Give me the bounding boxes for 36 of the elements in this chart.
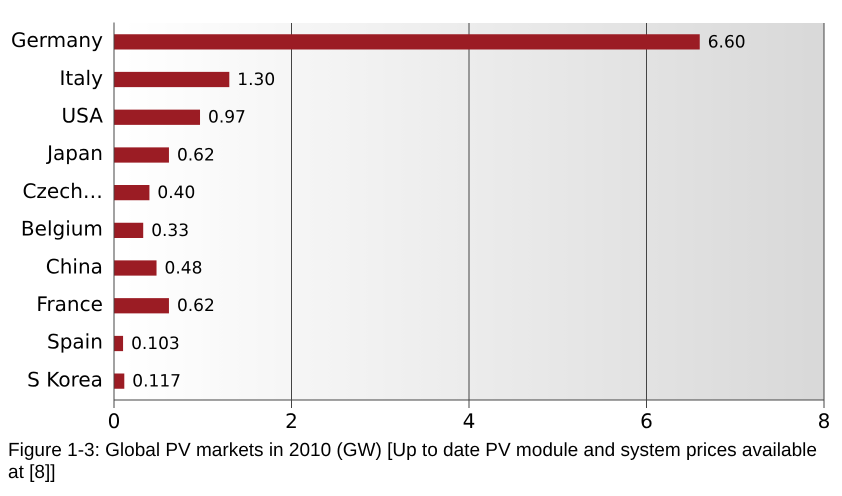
bar (114, 147, 169, 163)
data-label: 6.60 (708, 32, 746, 52)
data-label: 0.117 (132, 372, 181, 392)
x-tick-label: 8 (818, 409, 830, 434)
data-label: 1.30 (237, 70, 276, 90)
y-tick-label: USA (62, 103, 104, 128)
x-tick-label: 2 (285, 409, 298, 434)
data-label: 0.62 (176, 145, 215, 166)
bar (114, 72, 230, 88)
y-tick-label: Belgium (20, 216, 103, 241)
bar (114, 185, 150, 200)
bar (114, 222, 144, 238)
y-tick-label: France (36, 292, 103, 316)
bar (114, 34, 700, 50)
bar (114, 336, 124, 352)
bar (114, 260, 157, 276)
bar (114, 298, 169, 314)
caption: Figure 1-3: Global PV markets in 2010 (GW) [Up to date PV module and system prices available at [8]] (8, 440, 818, 484)
y-tick-label: Czech… (22, 178, 103, 203)
y-tick-label: Spain (47, 330, 103, 354)
bar (114, 374, 124, 389)
data-label: 0.48 (164, 258, 202, 278)
data-label: 0.97 (208, 108, 246, 128)
data-label: 0.33 (151, 220, 190, 241)
x-tick-label: 0 (108, 409, 120, 434)
y-tick-label: China (46, 254, 103, 278)
x-tick-label: 4 (462, 409, 476, 434)
data-label: 0.40 (157, 183, 196, 204)
y-tick-label: Japan (45, 141, 103, 166)
y-tick-label: Germany (10, 28, 104, 52)
y-tick-label: S Korea (27, 367, 103, 392)
x-tick-label: 6 (640, 409, 653, 434)
data-label: 0.103 (131, 334, 180, 354)
data-label: 0.62 (176, 296, 215, 316)
bar (114, 110, 200, 125)
y-tick-label: Italy (60, 66, 104, 90)
